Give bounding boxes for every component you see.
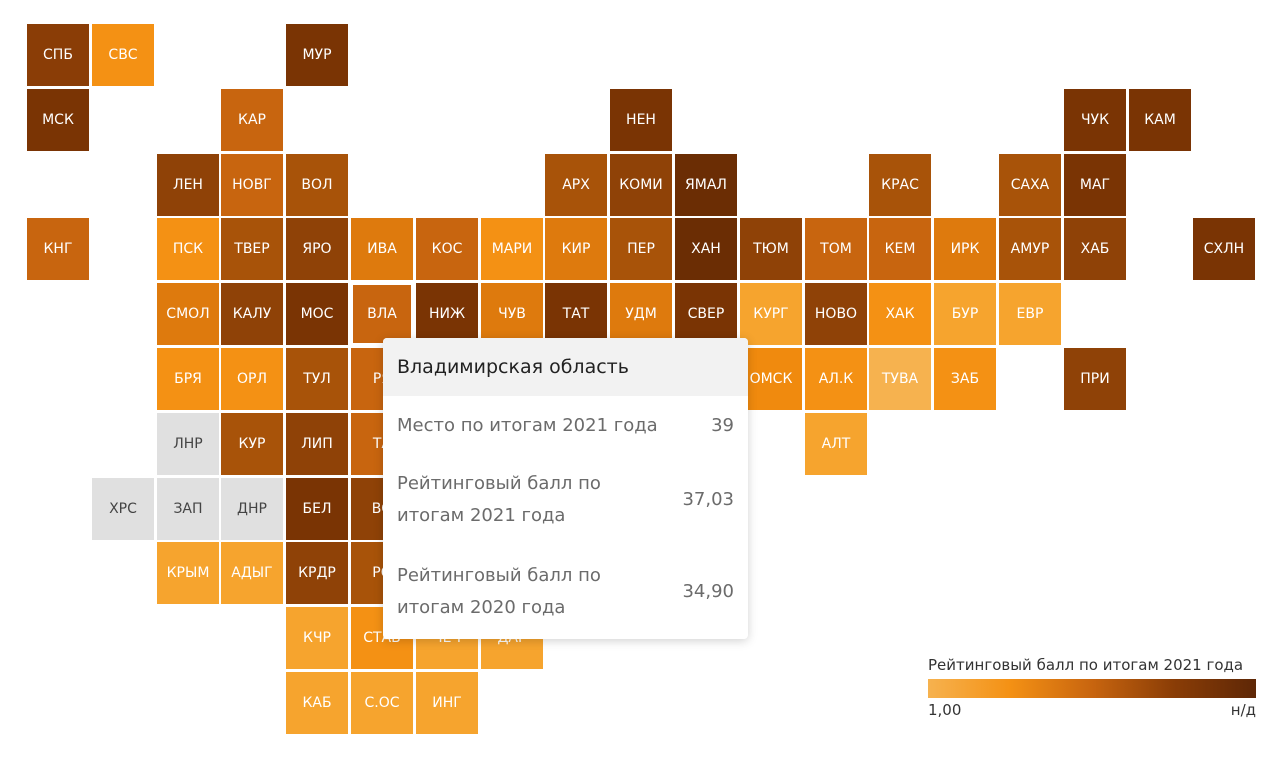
- region-tile-схлн[interactable]: СХЛН: [1193, 218, 1255, 280]
- region-tile-алт[interactable]: АЛТ: [805, 413, 867, 475]
- region-tile-коми[interactable]: КОМИ: [610, 154, 672, 216]
- region-tile-днр[interactable]: ДНР: [221, 478, 283, 540]
- region-tile-свс[interactable]: СВС: [92, 24, 154, 86]
- region-tile-кар[interactable]: КАР: [221, 89, 283, 151]
- region-tile-свер[interactable]: СВЕР: [675, 283, 737, 345]
- region-tile-тул[interactable]: ТУЛ: [286, 348, 348, 410]
- legend-gradient-bar: [928, 679, 1256, 698]
- tooltip-value: 34,90: [682, 581, 734, 602]
- region-tile-калу[interactable]: КАЛУ: [221, 283, 283, 345]
- region-tile-ал.к[interactable]: АЛ.К: [805, 348, 867, 410]
- region-tile-тюм[interactable]: ТЮМ: [740, 218, 802, 280]
- region-tile-кур[interactable]: КУР: [221, 413, 283, 475]
- tooltip-row-place: Место по итогам 2021 года 39: [397, 410, 734, 442]
- region-tile-тува[interactable]: ТУВА: [869, 348, 931, 410]
- region-tile-хаб[interactable]: ХАБ: [1064, 218, 1126, 280]
- region-tile-ива[interactable]: ИВА: [351, 218, 413, 280]
- region-tile-кем[interactable]: КЕМ: [869, 218, 931, 280]
- region-tile-ямал[interactable]: ЯМАЛ: [675, 154, 737, 216]
- region-tile-орл[interactable]: ОРЛ: [221, 348, 283, 410]
- region-tile-яро[interactable]: ЯРО: [286, 218, 348, 280]
- region-tile-евр[interactable]: ЕВР: [999, 283, 1061, 345]
- region-tile-кнг[interactable]: КНГ: [27, 218, 89, 280]
- region-tile-каб[interactable]: КАБ: [286, 672, 348, 734]
- region-tile-маг[interactable]: МАГ: [1064, 154, 1126, 216]
- region-tile-лен[interactable]: ЛЕН: [157, 154, 219, 216]
- region-tile-пер[interactable]: ПЕР: [610, 218, 672, 280]
- region-tile-ново[interactable]: НОВО: [805, 283, 867, 345]
- region-tile-пск[interactable]: ПСК: [157, 218, 219, 280]
- region-tile-заб[interactable]: ЗАБ: [934, 348, 996, 410]
- tooltip-label: Место по итогам 2021 года: [397, 415, 658, 436]
- region-tile-крас[interactable]: КРАС: [869, 154, 931, 216]
- region-tile-мур[interactable]: МУР: [286, 24, 348, 86]
- region-tile-лнр[interactable]: ЛНР: [157, 413, 219, 475]
- region-tile-хак[interactable]: ХАК: [869, 283, 931, 345]
- tooltip-value: 37,03: [682, 489, 734, 510]
- tooltip-value: 39: [711, 415, 734, 436]
- region-tile-арх[interactable]: АРХ: [545, 154, 607, 216]
- region-tile-удм[interactable]: УДМ: [610, 283, 672, 345]
- region-tile-хрс[interactable]: ХРС: [92, 478, 154, 540]
- region-tooltip: Владимирская область Место по итогам 202…: [383, 338, 748, 639]
- region-tile-крдр[interactable]: КРДР: [286, 542, 348, 604]
- region-tile-саха[interactable]: САХА: [999, 154, 1061, 216]
- region-tile-адыг[interactable]: АДЫГ: [221, 542, 283, 604]
- region-tile-ниж[interactable]: НИЖ: [416, 283, 478, 345]
- region-tile-кир[interactable]: КИР: [545, 218, 607, 280]
- region-tile-твер[interactable]: ТВЕР: [221, 218, 283, 280]
- region-tile-чук[interactable]: ЧУК: [1064, 89, 1126, 151]
- region-tile-новг[interactable]: НОВГ: [221, 154, 283, 216]
- color-legend: Рейтинговый балл по итогам 2021 года 1,0…: [928, 653, 1256, 719]
- region-tile-кос[interactable]: КОС: [416, 218, 478, 280]
- region-tile-мск[interactable]: МСК: [27, 89, 89, 151]
- region-tile-омск[interactable]: ОМСК: [740, 348, 802, 410]
- region-tile-мари[interactable]: МАРИ: [481, 218, 543, 280]
- tooltip-label: Рейтинговый балл по итогам 2021 года: [397, 473, 601, 526]
- region-tile-тат[interactable]: ТАТ: [545, 283, 607, 345]
- region-tile-кург[interactable]: КУРГ: [740, 283, 802, 345]
- region-tile-мос[interactable]: МОС: [286, 283, 348, 345]
- region-tile-бур[interactable]: БУР: [934, 283, 996, 345]
- region-tile-с.ос[interactable]: С.ОС: [351, 672, 413, 734]
- tooltip-row-score-2020: Рейтинговый балл по итогам 2020 года 34,…: [397, 560, 734, 624]
- tooltip-region-name: Владимирская область: [383, 338, 748, 396]
- region-tile-том[interactable]: ТОМ: [805, 218, 867, 280]
- region-tile-бря[interactable]: БРЯ: [157, 348, 219, 410]
- region-tile-крым[interactable]: КРЫМ: [157, 542, 219, 604]
- region-tile-вол[interactable]: ВОЛ: [286, 154, 348, 216]
- region-tile-вла[interactable]: ВЛА: [351, 283, 413, 345]
- region-tile-амур[interactable]: АМУР: [999, 218, 1061, 280]
- region-tile-лип[interactable]: ЛИП: [286, 413, 348, 475]
- legend-max-label: н/д: [1230, 701, 1256, 719]
- legend-min-label: 1,00: [928, 701, 962, 719]
- region-tile-нен[interactable]: НЕН: [610, 89, 672, 151]
- region-tile-смол[interactable]: СМОЛ: [157, 283, 219, 345]
- region-tile-ирк[interactable]: ИРК: [934, 218, 996, 280]
- region-tile-кам[interactable]: КАМ: [1129, 89, 1191, 151]
- region-tile-инг[interactable]: ИНГ: [416, 672, 478, 734]
- region-tile-бел[interactable]: БЕЛ: [286, 478, 348, 540]
- legend-title: Рейтинговый балл по итогам 2021 года: [928, 656, 1244, 674]
- tooltip-label: Рейтинговый балл по итогам 2020 года: [397, 565, 601, 618]
- region-tile-кчр[interactable]: КЧР: [286, 607, 348, 669]
- region-tile-при[interactable]: ПРИ: [1064, 348, 1126, 410]
- tooltip-row-score-2021: Рейтинговый балл по итогам 2021 года 37,…: [397, 468, 734, 532]
- legend-scale: 1,00 н/д: [928, 701, 1256, 719]
- region-tile-зап[interactable]: ЗАП: [157, 478, 219, 540]
- region-tile-чув[interactable]: ЧУВ: [481, 283, 543, 345]
- region-tile-спб[interactable]: СПБ: [27, 24, 89, 86]
- region-tile-хан[interactable]: ХАН: [675, 218, 737, 280]
